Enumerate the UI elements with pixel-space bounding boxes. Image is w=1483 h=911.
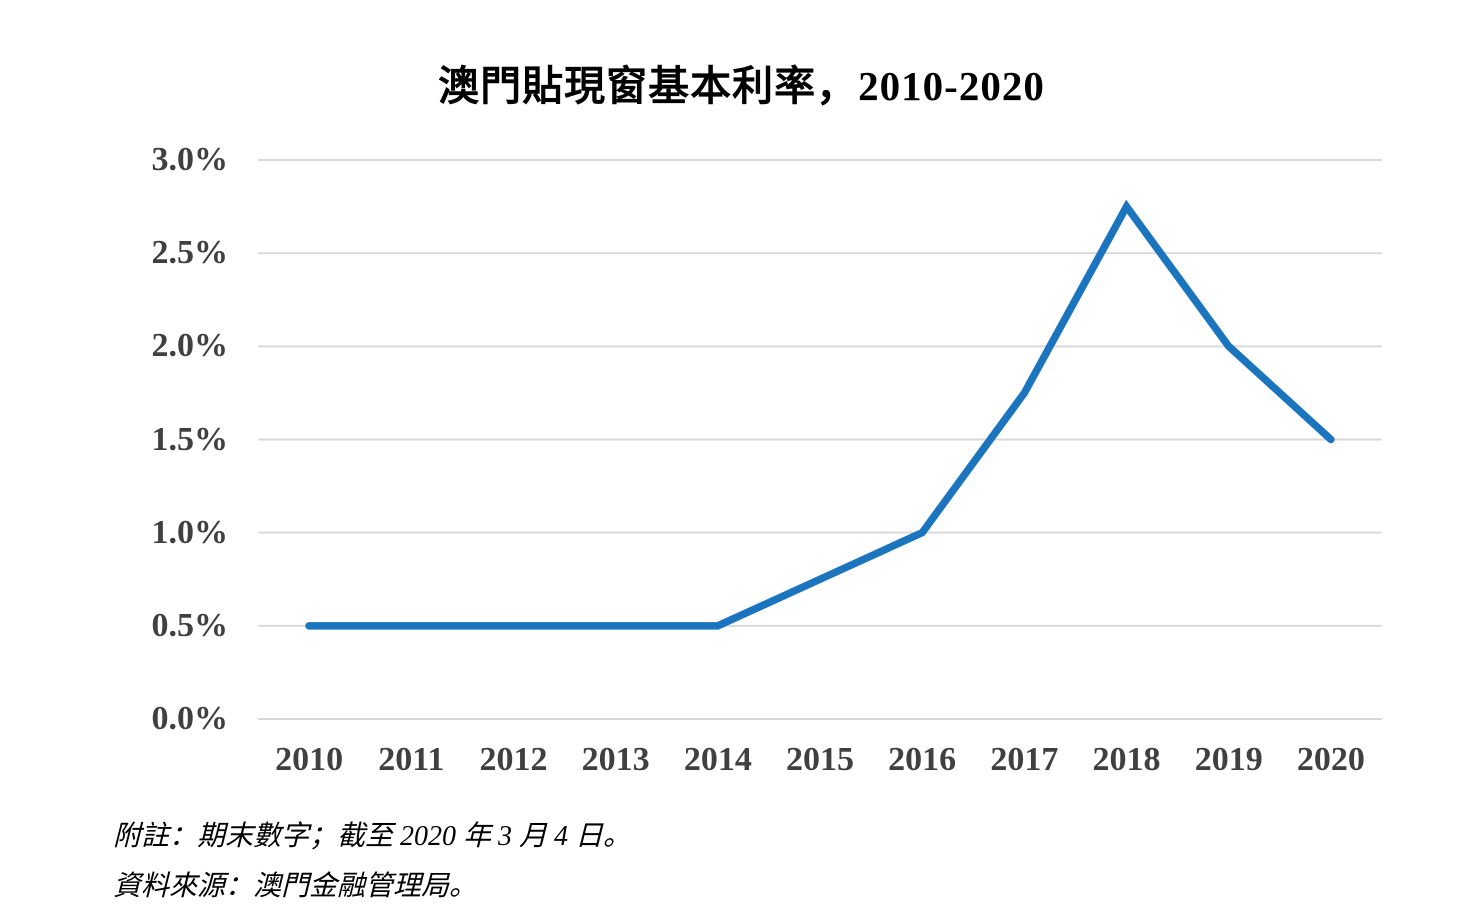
y-axis-tick-label: 2.0% [151,327,229,365]
y-axis-tick-label: 0.0% [151,700,229,737]
x-axis-tick-label: 2020 [1296,741,1365,778]
y-axis-tick-label: 1.5% [151,420,229,458]
x-axis-tick-label: 2016 [888,741,957,778]
x-axis-tick-label: 2011 [378,741,445,778]
y-axis-tick-label: 3.0% [151,141,229,178]
footnote-note: 附註：期末數字；截至 2020 年 3 月 4 日。 [113,821,632,852]
x-axis-tick-label: 2019 [1194,741,1263,778]
x-axis-tick-label: 2013 [581,741,650,778]
chart-title: 澳門貼現窗基本利率，2010-2020 [438,63,1045,109]
x-axis-tick-label: 2012 [479,741,548,778]
y-axis-tick-label: 2.5% [151,234,229,272]
x-axis-tick-label: 2014 [683,741,752,778]
y-axis-tick-label: 0.5% [151,606,229,644]
x-axis-tick-label: 2017 [990,741,1059,778]
x-axis-tick-label: 2018 [1092,741,1161,778]
data-line-series [305,199,1335,630]
x-axis-tick-label: 2010 [275,741,344,778]
x-axis-tick-label: 2015 [786,741,854,778]
footnote-source: 資料來源：澳門金融管理局。 [113,871,478,902]
y-axis-tick-label: 1.0% [151,513,229,551]
